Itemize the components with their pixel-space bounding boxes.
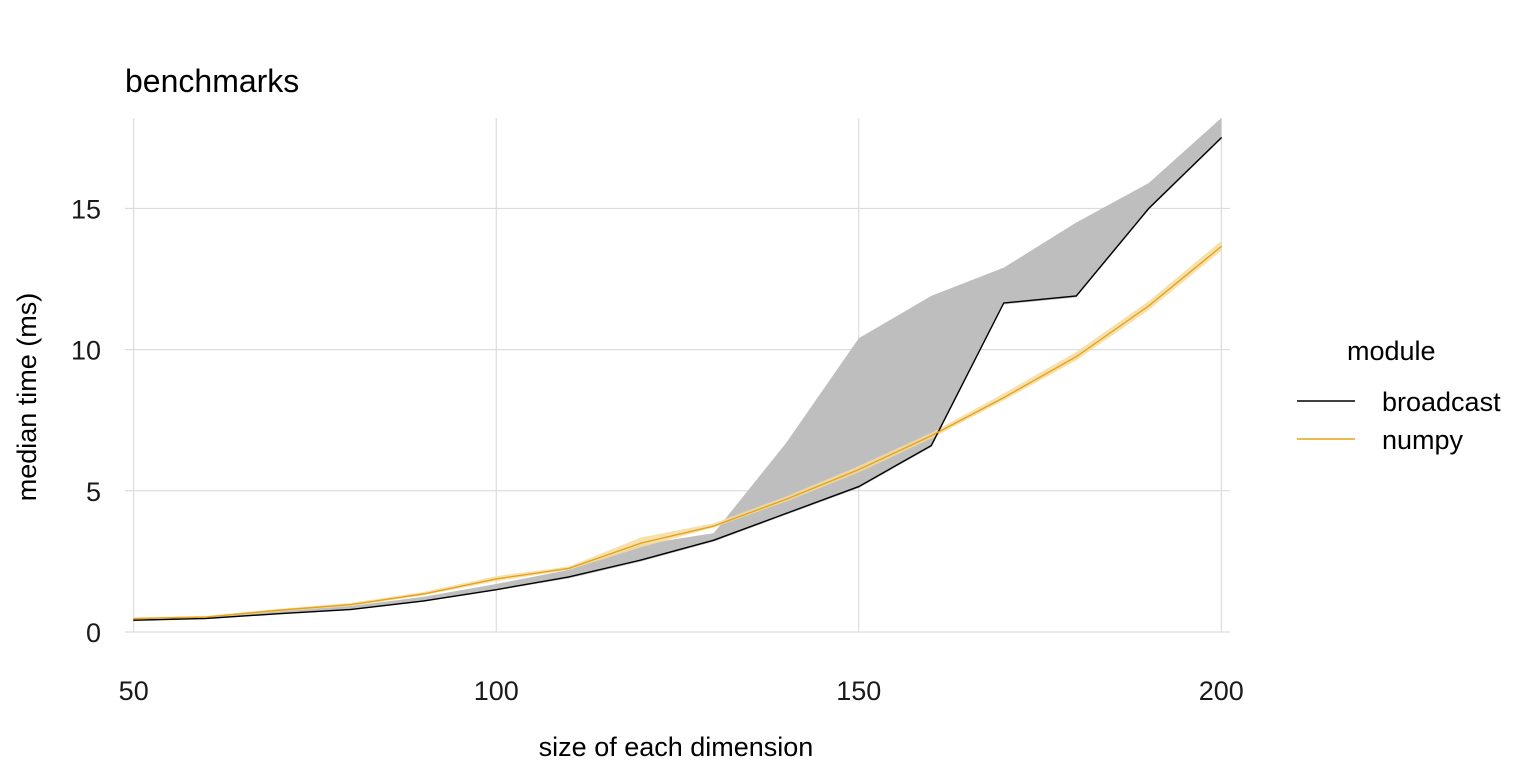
- data-point-numpy-80: [350, 604, 352, 606]
- data-point-numpy-100: [495, 578, 497, 580]
- legend-title: module: [1347, 336, 1436, 366]
- data-point-broadcast-130: [713, 539, 715, 541]
- data-point-numpy-180: [1075, 356, 1077, 358]
- data-point-numpy-90: [423, 593, 425, 595]
- data-point-broadcast-180: [1075, 295, 1077, 297]
- y-tick-label-15: 15: [71, 194, 101, 224]
- grid: [125, 118, 1230, 633]
- legend-label-numpy: numpy: [1382, 425, 1464, 455]
- x-axis-label: size of each dimension: [539, 732, 814, 762]
- series-line-numpy: [133, 245, 1222, 620]
- x-tick-label-100: 100: [474, 676, 519, 706]
- legend-items: broadcast numpy: [1297, 387, 1501, 455]
- chart-title: benchmarks: [125, 63, 299, 99]
- data-point-broadcast-60: [205, 617, 207, 620]
- data-point-broadcast-140: [785, 512, 787, 514]
- series-line-broadcast: [133, 137, 1222, 621]
- data-point-numpy-190: [1148, 305, 1150, 307]
- data-point-numpy-110: [568, 567, 570, 570]
- series-lines: [133, 137, 1222, 621]
- data-point-numpy-70: [278, 609, 280, 611]
- data-point-broadcast-150: [858, 485, 860, 488]
- data-point-broadcast-90: [423, 600, 425, 602]
- data-point-broadcast-190: [1148, 207, 1150, 209]
- data-point-numpy-60: [205, 616, 207, 618]
- data-point-numpy-140: [785, 498, 787, 500]
- legend: module broadcast numpy: [1297, 336, 1501, 455]
- x-tick-label-200: 200: [1199, 676, 1244, 706]
- data-point-broadcast-110: [568, 576, 570, 578]
- y-tick-label-0: 0: [86, 618, 101, 648]
- x-axis-ticks: 50 100 150 200: [119, 676, 1244, 706]
- data-point-broadcast-70: [278, 613, 280, 615]
- data-point-numpy-130: [713, 525, 715, 527]
- y-tick-label-10: 10: [71, 336, 101, 366]
- data-point-broadcast-100: [495, 589, 497, 591]
- data-point-broadcast-200: [1220, 137, 1222, 139]
- data-point-broadcast-170: [1003, 302, 1005, 304]
- legend-label-broadcast: broadcast: [1382, 387, 1501, 417]
- data-point-numpy-160: [930, 435, 932, 437]
- y-axis-ticks: 0 5 10 15: [71, 194, 101, 648]
- data-point-broadcast-120: [640, 559, 642, 561]
- data-point-numpy-170: [1003, 396, 1005, 399]
- confidence-bands: [133, 118, 1222, 622]
- data-point-broadcast-80: [350, 608, 352, 611]
- x-tick-label-50: 50: [119, 676, 149, 706]
- data-point-broadcast-50: [133, 619, 135, 621]
- data-point-numpy-50: [133, 618, 135, 620]
- data-point-numpy-200: [1220, 245, 1222, 248]
- data-point-broadcast-160: [930, 445, 932, 447]
- y-tick-label-5: 5: [86, 477, 101, 507]
- x-tick-label-150: 150: [836, 676, 881, 706]
- data-point-numpy-120: [640, 542, 642, 544]
- y-axis-label: median time (ms): [12, 293, 42, 502]
- data-point-numpy-150: [858, 469, 860, 471]
